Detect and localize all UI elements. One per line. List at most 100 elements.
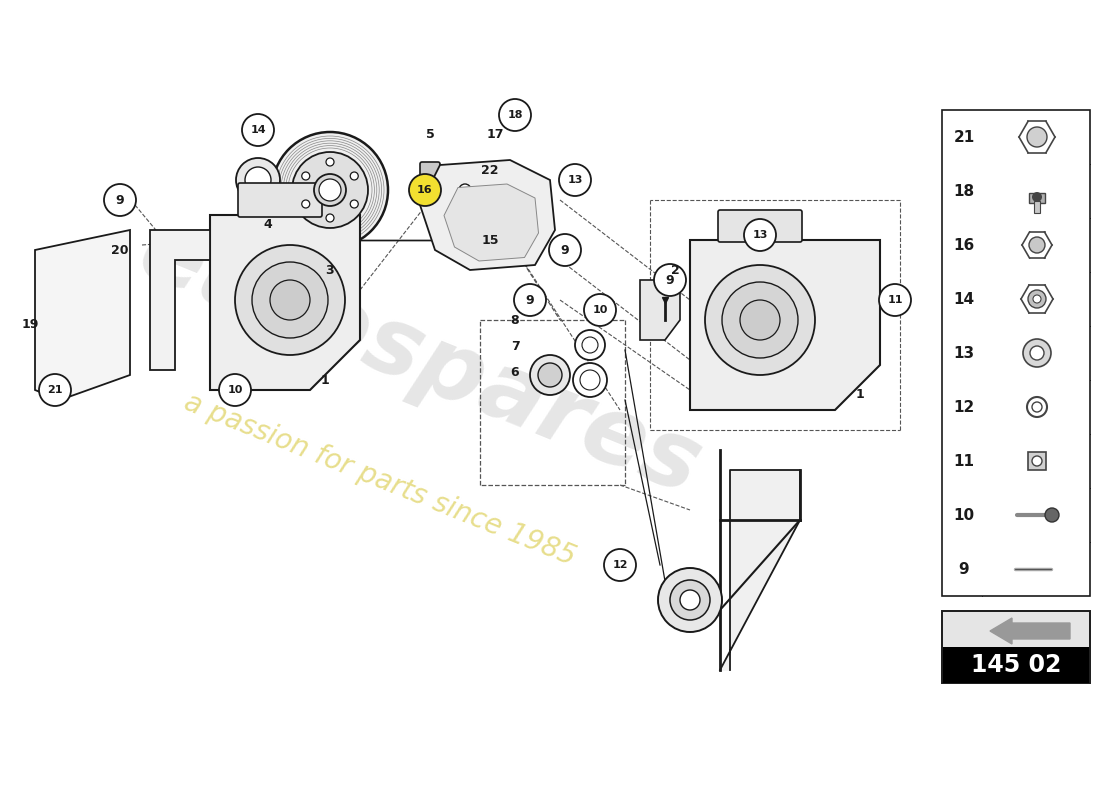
Bar: [1034, 201, 1040, 213]
Circle shape: [242, 114, 274, 146]
Circle shape: [301, 200, 310, 208]
Circle shape: [236, 158, 280, 202]
Circle shape: [538, 363, 562, 387]
Bar: [1028, 193, 1045, 203]
Polygon shape: [210, 215, 360, 390]
Circle shape: [722, 282, 798, 358]
Polygon shape: [420, 160, 556, 270]
Circle shape: [409, 174, 441, 206]
Circle shape: [1028, 290, 1046, 308]
Text: 1: 1: [320, 374, 329, 386]
Circle shape: [1023, 339, 1050, 367]
Text: 6: 6: [510, 366, 519, 379]
Circle shape: [459, 184, 471, 196]
Circle shape: [584, 294, 616, 326]
Text: 13: 13: [954, 346, 975, 361]
Circle shape: [350, 200, 359, 208]
Bar: [942, 110, 1090, 596]
Polygon shape: [640, 280, 680, 340]
Polygon shape: [150, 230, 210, 370]
Circle shape: [658, 568, 722, 632]
Circle shape: [1032, 456, 1042, 466]
Polygon shape: [720, 470, 800, 670]
Circle shape: [326, 158, 334, 166]
Text: 12: 12: [954, 399, 975, 414]
Circle shape: [1027, 127, 1047, 147]
Circle shape: [580, 370, 600, 390]
Circle shape: [559, 164, 591, 196]
Text: eurospares: eurospares: [125, 206, 714, 514]
Text: 16: 16: [954, 238, 975, 253]
Text: 12: 12: [613, 560, 628, 570]
Circle shape: [245, 167, 271, 193]
Circle shape: [270, 280, 310, 320]
Text: 22: 22: [482, 163, 498, 177]
Circle shape: [879, 284, 911, 316]
Circle shape: [39, 374, 72, 406]
FancyBboxPatch shape: [718, 210, 802, 242]
Circle shape: [604, 549, 636, 581]
Circle shape: [350, 172, 359, 180]
Polygon shape: [690, 240, 880, 410]
Circle shape: [252, 262, 328, 338]
Circle shape: [499, 99, 531, 131]
Text: 2: 2: [671, 263, 680, 277]
Text: 14: 14: [250, 125, 266, 135]
Circle shape: [530, 355, 570, 395]
Bar: [943, 647, 1089, 683]
Circle shape: [1027, 397, 1047, 417]
Circle shape: [573, 363, 607, 397]
Circle shape: [670, 580, 710, 620]
Text: 3: 3: [326, 263, 334, 277]
Circle shape: [104, 184, 136, 216]
Circle shape: [1033, 295, 1041, 303]
Circle shape: [582, 337, 598, 353]
Circle shape: [549, 234, 581, 266]
FancyBboxPatch shape: [420, 162, 440, 194]
Text: a passion for parts since 1985: a passion for parts since 1985: [180, 389, 580, 571]
Circle shape: [744, 219, 775, 251]
Circle shape: [575, 330, 605, 360]
Text: 10: 10: [592, 305, 607, 315]
Circle shape: [235, 245, 345, 355]
Circle shape: [272, 132, 388, 248]
Text: 5: 5: [426, 129, 434, 142]
Text: 9: 9: [526, 294, 535, 306]
Text: 145 02: 145 02: [971, 653, 1062, 677]
Text: 10: 10: [228, 385, 243, 395]
Circle shape: [292, 152, 368, 228]
FancyArrow shape: [990, 618, 1070, 644]
Circle shape: [1032, 192, 1042, 202]
Text: 8: 8: [510, 314, 519, 326]
Text: 9: 9: [116, 194, 124, 206]
Text: 21: 21: [954, 130, 975, 145]
Text: 18: 18: [507, 110, 522, 120]
Circle shape: [319, 179, 341, 201]
Text: 1: 1: [856, 389, 865, 402]
Text: 21: 21: [47, 385, 63, 395]
Circle shape: [705, 265, 815, 375]
Circle shape: [453, 178, 477, 202]
Text: 9: 9: [666, 274, 674, 286]
Text: 19: 19: [21, 318, 38, 331]
Circle shape: [1032, 402, 1042, 412]
Circle shape: [314, 174, 346, 206]
Text: 11: 11: [888, 295, 903, 305]
Text: 11: 11: [954, 454, 975, 469]
Text: 20: 20: [111, 243, 129, 257]
Text: 18: 18: [954, 183, 975, 198]
Bar: [943, 612, 1089, 647]
Text: 17: 17: [486, 129, 504, 142]
Text: 10: 10: [954, 507, 975, 522]
Circle shape: [680, 590, 700, 610]
Circle shape: [301, 172, 310, 180]
Circle shape: [740, 300, 780, 340]
Text: 15: 15: [482, 234, 498, 246]
Text: 4: 4: [264, 218, 273, 231]
Circle shape: [1028, 237, 1045, 253]
Circle shape: [654, 264, 686, 296]
Text: 16: 16: [417, 185, 432, 195]
Text: 13: 13: [752, 230, 768, 240]
Text: 9: 9: [959, 562, 969, 577]
Circle shape: [219, 374, 251, 406]
